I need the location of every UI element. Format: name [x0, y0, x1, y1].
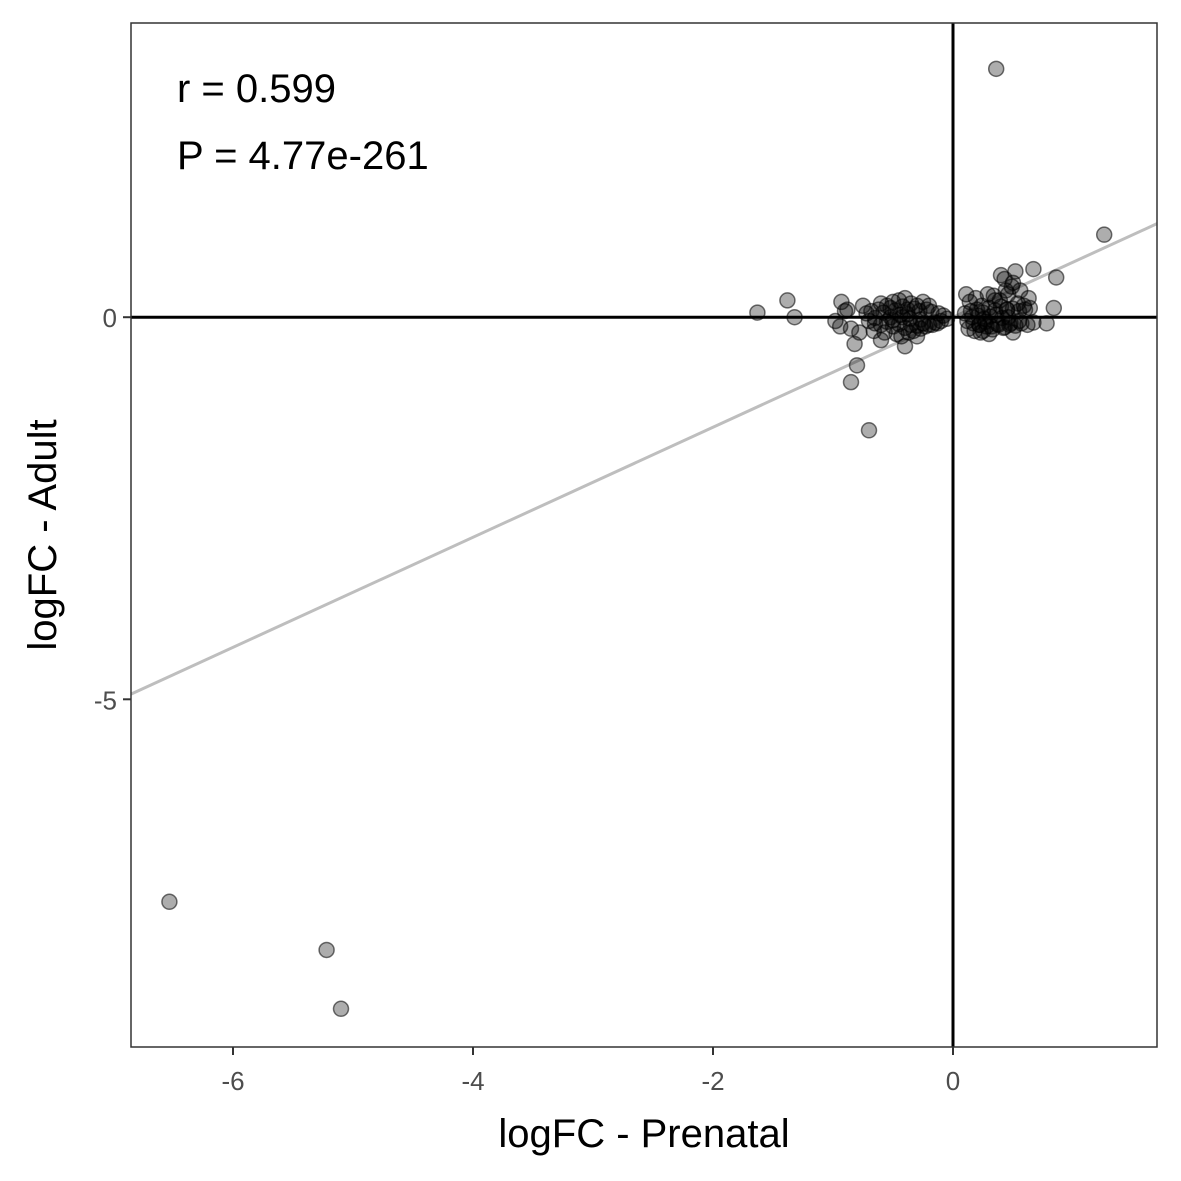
data-point [839, 301, 856, 318]
data-point [957, 286, 975, 303]
data-point [1095, 226, 1113, 243]
data-point [876, 324, 893, 341]
data-point [161, 893, 178, 911]
data-point [1025, 260, 1042, 278]
data-point [1007, 263, 1024, 280]
data-point [896, 337, 914, 355]
data-point [779, 292, 796, 309]
data-point [1047, 269, 1065, 286]
data-point [998, 301, 1016, 318]
data-point [912, 311, 929, 328]
data-point [848, 357, 866, 374]
plot-panel-border [130, 22, 1158, 1048]
data-point [851, 324, 868, 341]
data-point [854, 297, 872, 314]
x-tick-label: -6 [221, 1066, 244, 1096]
data-point [971, 316, 988, 334]
annotation-p-value: P = 4.77e-261 [177, 134, 429, 178]
x-tick-label: 0 [946, 1066, 960, 1096]
data-point [1045, 299, 1063, 317]
data-point [332, 1000, 350, 1018]
x-tick-label: -2 [701, 1066, 724, 1096]
data-point [986, 292, 1004, 309]
data-point [860, 422, 878, 439]
data-point [842, 373, 860, 391]
x-tick-label: -4 [461, 1066, 484, 1096]
data-point [872, 331, 890, 349]
y-axis-title: logFC - Adult [21, 419, 65, 650]
y-tick-label: -5 [94, 685, 117, 715]
y-tick-label: 0 [103, 303, 117, 333]
annotation-correlation: r = 0.599 [177, 67, 336, 111]
plot-panel [131, 23, 1157, 1047]
data-point [987, 60, 1005, 78]
data-point [1020, 289, 1037, 307]
data-point [318, 941, 335, 959]
axes-layer: -6 -4 -2 0 -5 0 [94, 303, 960, 1096]
data-point [908, 328, 926, 345]
reference-lines-layer [131, 23, 1157, 1047]
x-axis-title: logFC - Prenatal [498, 1112, 789, 1156]
data-point [842, 320, 860, 337]
